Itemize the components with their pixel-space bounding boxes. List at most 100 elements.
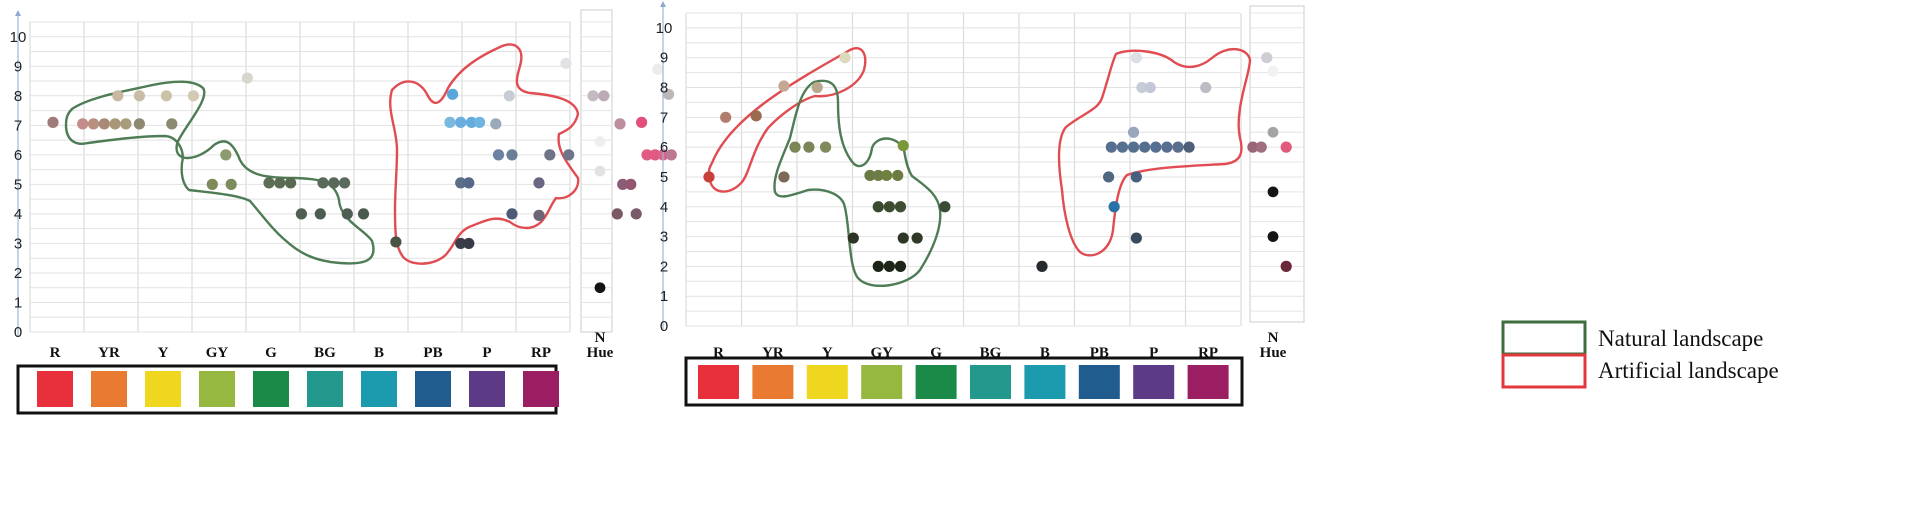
y-tick-label: 5 bbox=[660, 169, 668, 186]
data-point bbox=[614, 118, 626, 130]
data-point bbox=[1127, 141, 1140, 153]
y-tick-label: 3 bbox=[660, 229, 668, 246]
swatch-rp bbox=[1187, 365, 1229, 399]
neutral-point bbox=[594, 136, 606, 147]
y-tick-label: 8 bbox=[660, 80, 668, 97]
neutral-label: N bbox=[595, 330, 606, 346]
data-point bbox=[625, 178, 637, 190]
data-point bbox=[1200, 81, 1212, 94]
data-point bbox=[166, 118, 178, 130]
artificial-landscape-region-right-2 bbox=[1057, 48, 1252, 257]
y-tick-label: 6 bbox=[14, 147, 22, 164]
data-point bbox=[463, 237, 475, 250]
data-point bbox=[98, 118, 110, 130]
data-point bbox=[563, 149, 575, 161]
neutral-point bbox=[1267, 231, 1279, 242]
swatch-r bbox=[37, 371, 73, 407]
data-point bbox=[617, 178, 629, 190]
neutral-point bbox=[1267, 126, 1279, 138]
y-tick-label: 0 bbox=[14, 324, 22, 341]
swatch-pb bbox=[1078, 365, 1120, 399]
data-point bbox=[892, 169, 904, 182]
hue-axis-label: Hue bbox=[587, 345, 614, 361]
hue-label: YR bbox=[98, 345, 120, 361]
swatch-b bbox=[361, 371, 397, 407]
data-point bbox=[295, 208, 307, 220]
data-point bbox=[1130, 232, 1142, 244]
legend: Natural landscape Artificial landscape bbox=[1501, 320, 1779, 389]
hue-label: RP bbox=[531, 345, 551, 361]
data-point bbox=[720, 111, 732, 123]
natural-landscape-region-left bbox=[64, 80, 375, 265]
data-point bbox=[47, 116, 59, 128]
data-point bbox=[133, 90, 145, 102]
data-point bbox=[750, 110, 762, 122]
data-point bbox=[447, 88, 459, 100]
data-point bbox=[274, 177, 286, 189]
hue-label: Y bbox=[822, 345, 833, 361]
neutral-column-right bbox=[1249, 5, 1305, 323]
data-point bbox=[1172, 141, 1184, 153]
y-axis-arrow bbox=[15, 10, 21, 16]
data-point bbox=[314, 208, 326, 220]
data-point bbox=[811, 81, 823, 94]
hue-label: BG bbox=[314, 345, 336, 361]
neutral-point bbox=[594, 165, 606, 177]
y-tick-label: 8 bbox=[14, 88, 22, 105]
data-point bbox=[455, 177, 467, 189]
data-point bbox=[665, 149, 677, 161]
data-point bbox=[894, 201, 907, 213]
hue-swatch-strip-left bbox=[16, 364, 559, 415]
swatch-p bbox=[469, 371, 505, 407]
y-tick-label: 7 bbox=[14, 117, 22, 134]
y-tick-label: 4 bbox=[14, 206, 22, 223]
data-point bbox=[939, 201, 951, 213]
neutral-point bbox=[1267, 186, 1279, 198]
grid-right bbox=[660, 1, 1242, 330]
data-point bbox=[1130, 171, 1142, 183]
data-point bbox=[1161, 141, 1173, 153]
neutral-column-frame bbox=[1249, 5, 1305, 323]
legend-label-natural: Natural landscape bbox=[1598, 326, 1763, 351]
data-point bbox=[789, 141, 801, 153]
swatch-gy bbox=[861, 365, 903, 399]
data-point bbox=[1036, 260, 1048, 272]
hue-label: PB bbox=[423, 345, 442, 361]
data-point bbox=[455, 116, 467, 128]
data-point bbox=[1280, 260, 1292, 272]
data-point bbox=[225, 178, 237, 190]
data-point bbox=[133, 118, 145, 130]
data-point bbox=[911, 232, 923, 244]
data-point bbox=[390, 236, 402, 248]
data-point bbox=[587, 90, 599, 102]
data-point bbox=[641, 149, 653, 161]
data-point bbox=[872, 169, 884, 182]
data-point bbox=[819, 141, 832, 153]
hue-label: R bbox=[713, 345, 724, 361]
data-point bbox=[1150, 141, 1162, 153]
data-point bbox=[630, 208, 642, 220]
data-point bbox=[883, 201, 895, 213]
y-tick-label: 4 bbox=[660, 199, 668, 216]
data-point bbox=[1139, 141, 1151, 153]
swatch-y bbox=[806, 365, 848, 399]
y-tick-label: 0 bbox=[660, 318, 668, 335]
swatch-p bbox=[1133, 365, 1175, 399]
data-point bbox=[317, 177, 329, 189]
data-point bbox=[490, 118, 502, 130]
data-points-left bbox=[47, 57, 677, 250]
data-point bbox=[778, 80, 790, 92]
data-point bbox=[465, 116, 478, 128]
data-point bbox=[872, 260, 884, 272]
data-point bbox=[803, 141, 815, 153]
swatch-yr bbox=[91, 371, 127, 407]
data-point bbox=[1280, 141, 1292, 153]
data-point bbox=[778, 171, 790, 183]
y-tick-label: 9 bbox=[660, 50, 668, 67]
data-point bbox=[1105, 141, 1117, 153]
data-point bbox=[847, 232, 859, 244]
data-point bbox=[1108, 201, 1120, 213]
legend-swatch-artificial bbox=[1501, 353, 1587, 389]
